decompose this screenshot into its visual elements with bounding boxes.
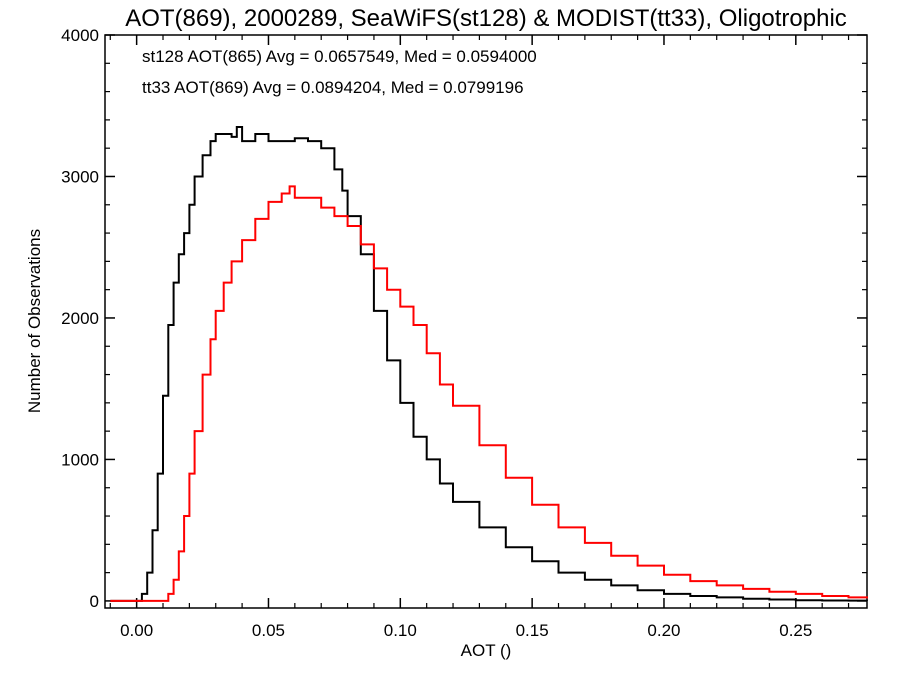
x-tick-label: 0.05 xyxy=(252,621,285,640)
y-tick-label: 0 xyxy=(90,592,99,611)
y-ticks xyxy=(105,34,867,602)
annotation-st128: st128 AOT(865) Avg = 0.0657549, Med = 0.… xyxy=(142,47,537,66)
y-tick-label: 3000 xyxy=(61,167,99,186)
x-tick-labels: 0.00 0.05 0.10 0.15 0.20 0.25 xyxy=(120,621,812,640)
series-line-st128 xyxy=(110,126,868,602)
annotation-tt33: tt33 AOT(869) Avg = 0.0894204, Med = 0.0… xyxy=(142,78,524,97)
x-axis-label: AOT () xyxy=(461,641,512,660)
y-tick-label: 4000 xyxy=(61,26,99,45)
y-axis-label: Number of Observations xyxy=(25,229,44,413)
y-tick-label: 1000 xyxy=(61,450,99,469)
x-tick-label: 0.10 xyxy=(384,621,417,640)
chart-title: AOT(869), 2000289, SeaWiFS(st128) & MODI… xyxy=(125,5,847,32)
y-tick-labels: 0 1000 2000 3000 4000 xyxy=(61,26,99,611)
series-line-tt33 xyxy=(110,185,868,602)
x-tick-label: 0.25 xyxy=(779,621,812,640)
y-tick-label: 2000 xyxy=(61,309,99,328)
series-group xyxy=(110,126,868,602)
x-ticks xyxy=(109,35,850,608)
x-tick-label: 0.00 xyxy=(120,621,153,640)
plot-frame xyxy=(104,34,868,609)
x-tick-label: 0.15 xyxy=(516,621,549,640)
x-tick-label: 0.20 xyxy=(647,621,680,640)
